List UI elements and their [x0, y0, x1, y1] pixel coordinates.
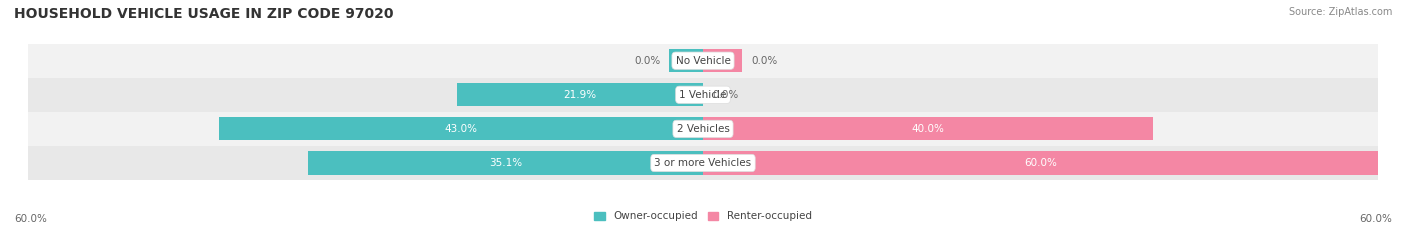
Legend: Owner-occupied, Renter-occupied: Owner-occupied, Renter-occupied — [591, 207, 815, 226]
Bar — [28, 78, 1378, 112]
Text: 3 or more Vehicles: 3 or more Vehicles — [654, 158, 752, 168]
Text: 60.0%: 60.0% — [1024, 158, 1057, 168]
Bar — [28, 146, 1378, 180]
Text: No Vehicle: No Vehicle — [675, 56, 731, 66]
Text: 0.0%: 0.0% — [711, 90, 738, 100]
Bar — [28, 44, 1378, 78]
Text: Source: ZipAtlas.com: Source: ZipAtlas.com — [1288, 7, 1392, 17]
Text: 40.0%: 40.0% — [911, 124, 945, 134]
Bar — [219, 117, 703, 140]
Bar — [703, 151, 1378, 175]
Bar — [28, 112, 1378, 146]
Text: 0.0%: 0.0% — [751, 56, 778, 66]
Bar — [308, 151, 703, 175]
Text: 2 Vehicles: 2 Vehicles — [676, 124, 730, 134]
Text: 43.0%: 43.0% — [444, 124, 478, 134]
Bar — [457, 83, 703, 106]
Bar — [703, 49, 742, 72]
Text: 1 Vehicle: 1 Vehicle — [679, 90, 727, 100]
Text: 21.9%: 21.9% — [564, 90, 596, 100]
Text: HOUSEHOLD VEHICLE USAGE IN ZIP CODE 97020: HOUSEHOLD VEHICLE USAGE IN ZIP CODE 9702… — [14, 7, 394, 21]
Bar — [703, 117, 1153, 140]
Text: 60.0%: 60.0% — [1360, 214, 1392, 224]
Bar — [669, 49, 703, 72]
Text: 35.1%: 35.1% — [489, 158, 522, 168]
Text: 60.0%: 60.0% — [14, 214, 46, 224]
Text: 0.0%: 0.0% — [634, 56, 661, 66]
